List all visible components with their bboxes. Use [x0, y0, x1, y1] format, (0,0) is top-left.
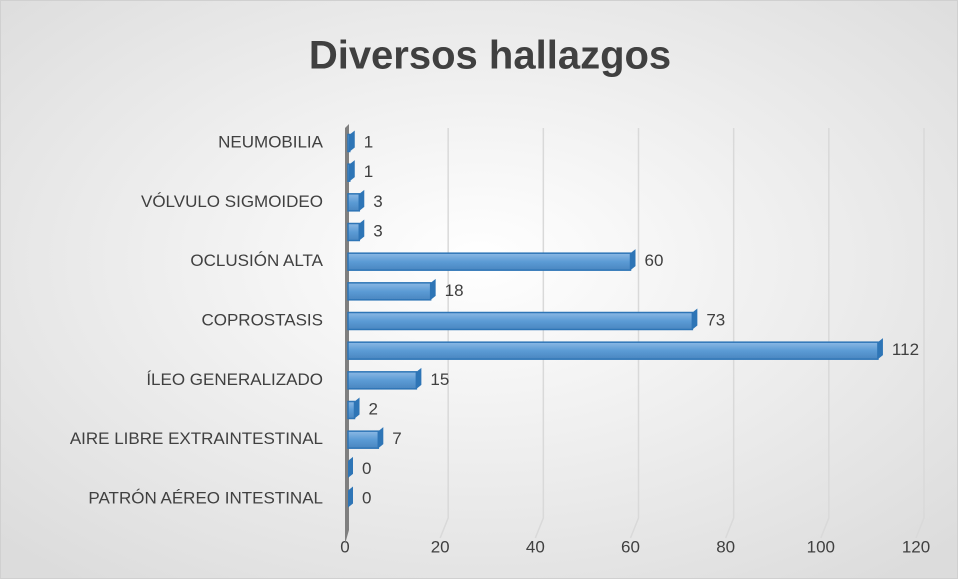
- data-label: 3: [373, 221, 382, 240]
- data-label: 112: [892, 340, 919, 359]
- x-tick-label: 60: [621, 537, 640, 556]
- chart-title: Diversos hallazgos: [309, 34, 671, 78]
- data-label: 73: [706, 310, 725, 329]
- bar: [347, 252, 632, 271]
- bar-side: [359, 219, 365, 241]
- bar: [347, 341, 879, 360]
- bar-side: [348, 456, 353, 478]
- data-label: 1: [364, 132, 373, 151]
- y-tick-label: AIRE LIBRE EXTRAINTESTINAL: [70, 429, 323, 448]
- bar-side: [349, 160, 355, 182]
- bar: [347, 222, 361, 242]
- data-label: 2: [369, 399, 378, 418]
- x-tick-label: 120: [902, 537, 930, 556]
- grid-line: [629, 128, 640, 539]
- data-label: 18: [445, 281, 464, 300]
- data-label: 1: [364, 162, 373, 181]
- x-tick-label: 100: [807, 537, 835, 556]
- data-label: 0: [362, 459, 371, 478]
- x-tick-label: 40: [526, 537, 545, 556]
- x-tick-label: 80: [716, 537, 735, 556]
- bar: [347, 430, 380, 449]
- bar: [347, 400, 356, 420]
- grid-line: [820, 128, 830, 539]
- bar-side: [378, 427, 384, 449]
- bar-side: [877, 338, 883, 360]
- data-label: 0: [362, 488, 371, 507]
- grid-line: [915, 128, 925, 539]
- data-label: 15: [430, 370, 449, 389]
- bar: [347, 282, 432, 301]
- bar-side: [348, 486, 353, 508]
- bar-side: [354, 397, 360, 419]
- bar-side: [692, 308, 698, 330]
- bar: [347, 163, 351, 182]
- bar: [347, 371, 418, 390]
- data-label: 7: [392, 429, 401, 448]
- y-tick-label: COPROSTASIS: [201, 310, 323, 329]
- bar-side: [359, 189, 365, 211]
- data-label: 3: [373, 192, 382, 211]
- bar: [347, 193, 361, 212]
- y-tick-label: NEUMOBILIA: [218, 132, 324, 151]
- data-label: 60: [645, 251, 664, 270]
- bar: [347, 133, 351, 153]
- x-tick-label: 0: [340, 537, 349, 556]
- y-tick-label: PATRÓN AÉREO INTESTINAL: [88, 488, 323, 507]
- bar-side: [416, 367, 422, 389]
- grid-line: [724, 128, 735, 539]
- x-tick-label: 20: [431, 537, 450, 556]
- y-tick-label: OCLUSIÓN ALTA: [190, 251, 323, 270]
- y-tick-label: ÍLEO GENERALIZADO: [146, 370, 323, 389]
- bar-side: [349, 130, 355, 152]
- y-tick-label: VÓLVULO SIGMOIDEO: [141, 192, 323, 211]
- bar: [347, 311, 694, 331]
- bar-side: [630, 249, 636, 271]
- bar-side: [430, 278, 436, 300]
- axis-wall: [345, 124, 349, 544]
